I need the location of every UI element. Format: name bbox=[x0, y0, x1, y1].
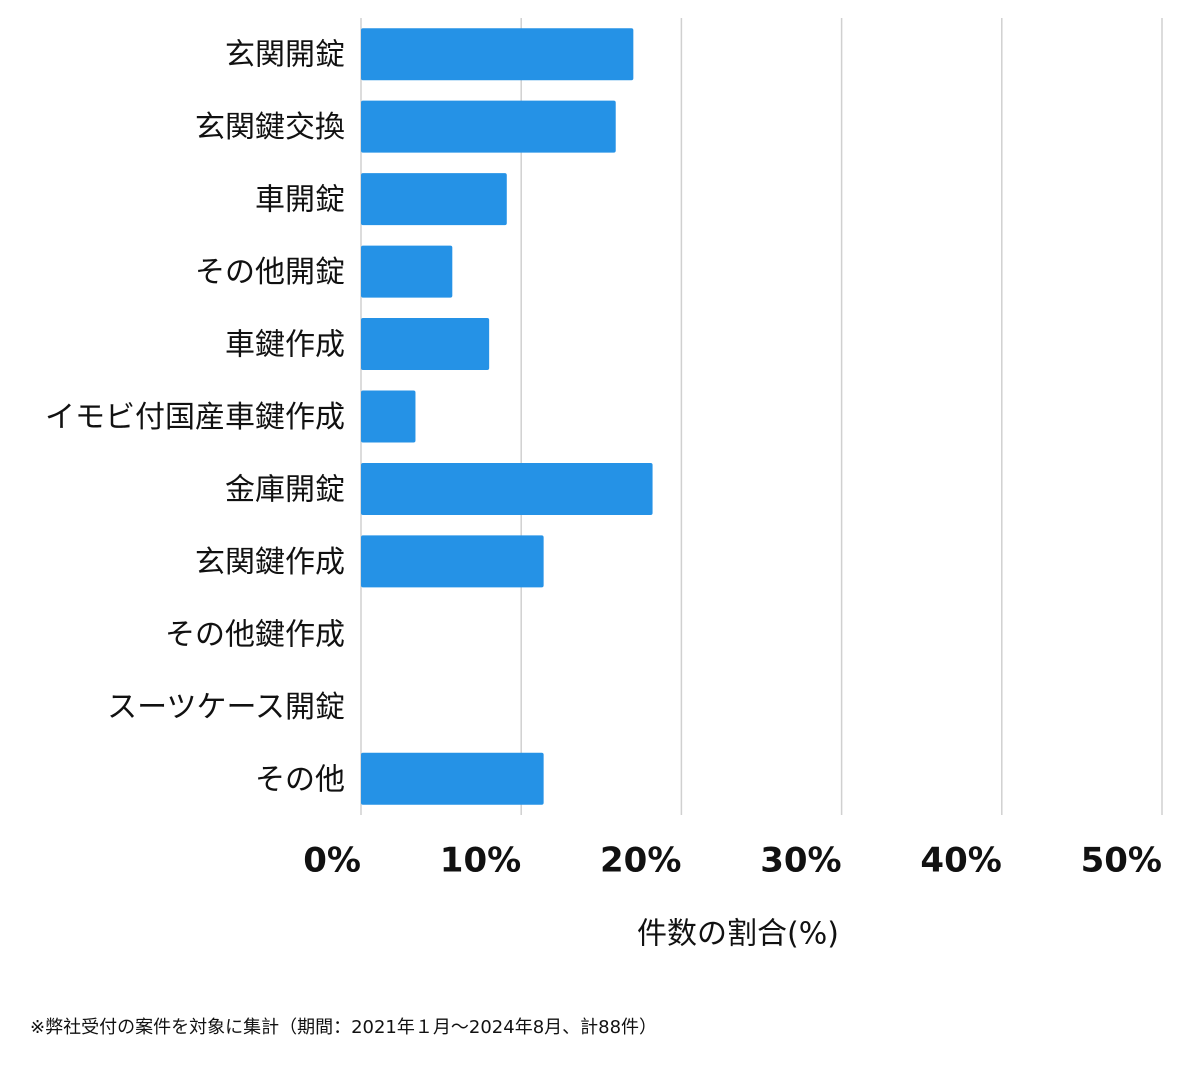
y-tick-label: その他鍵作成 bbox=[165, 617, 345, 652]
y-tick-label: 玄関開錠 bbox=[225, 38, 345, 73]
y-tick-label: 金庫開錠 bbox=[225, 472, 345, 507]
bar bbox=[361, 390, 416, 443]
bar bbox=[361, 100, 616, 153]
y-tick-label: 玄関鍵作成 bbox=[195, 545, 345, 580]
x-tick-label: 10% bbox=[440, 841, 521, 881]
y-tick-label: イモビ付国産車鍵作成 bbox=[45, 400, 345, 435]
y-tick-label: 玄関鍵交換 bbox=[195, 110, 345, 145]
x-tick-label: 20% bbox=[600, 841, 681, 881]
y-tick-label: その他開錠 bbox=[195, 255, 345, 290]
y-tick-label: 車開錠 bbox=[255, 183, 345, 218]
bar bbox=[361, 535, 544, 588]
bar bbox=[361, 752, 544, 805]
bar bbox=[361, 462, 653, 515]
x-tick-label: 50% bbox=[1081, 841, 1162, 881]
y-tick-label: スーツケース開錠 bbox=[107, 690, 345, 725]
bar bbox=[361, 173, 507, 226]
x-axis-label: 件数の割合(%) bbox=[637, 917, 839, 952]
y-tick-label: その他 bbox=[255, 762, 345, 797]
bar bbox=[361, 28, 634, 81]
x-tick-label: 30% bbox=[760, 841, 841, 881]
y-tick-label: 車鍵作成 bbox=[225, 328, 345, 363]
bar bbox=[361, 318, 490, 371]
x-tick-label: 0% bbox=[303, 841, 361, 881]
footnote: ※弊社受付の案件を対象に集計（期間：2021年１月〜2024年8月、計88件） bbox=[30, 1017, 657, 1038]
bar bbox=[361, 245, 453, 298]
x-tick-label: 40% bbox=[920, 841, 1001, 881]
